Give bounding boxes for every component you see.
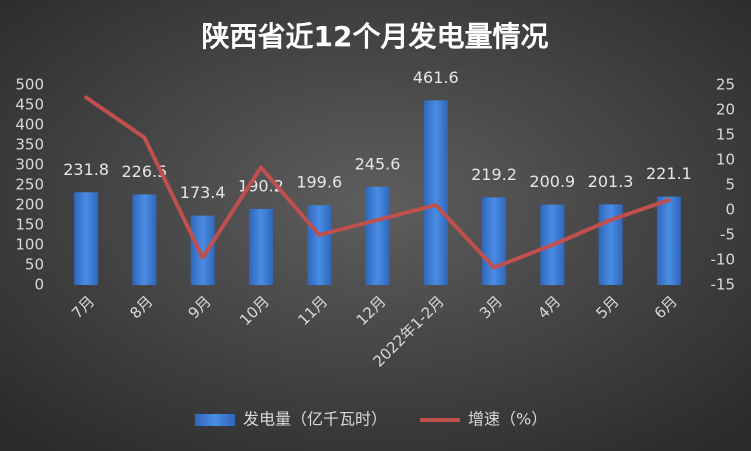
data-label: 231.8 [63, 160, 109, 179]
bar [482, 197, 507, 285]
legend-label: 发电量（亿千瓦时） [243, 410, 387, 429]
y-tick-label: 300 [15, 156, 44, 174]
bar [74, 192, 99, 285]
y-tick-label: 350 [15, 136, 44, 154]
y2-tick-label: -10 [711, 251, 736, 269]
bar [248, 208, 273, 285]
y-tick-label: 100 [15, 236, 44, 254]
chart-title: 陕西省近12个月发电量情况 [202, 20, 549, 53]
y2-tick-label: 10 [716, 151, 735, 169]
y-tick-label: 0 [34, 276, 44, 294]
bar [307, 205, 332, 285]
y-tick-label: 200 [15, 196, 44, 214]
bar [656, 196, 681, 285]
y-tick-label: 400 [15, 116, 44, 134]
data-label: 219.2 [471, 165, 517, 184]
data-label: 201.3 [588, 172, 634, 191]
y2-tick-label: 0 [725, 201, 735, 219]
y-tick-label: 150 [15, 216, 44, 234]
bar [132, 194, 157, 285]
y2-tick-label: 25 [716, 76, 735, 94]
y-tick-label: 250 [15, 176, 44, 194]
y2-tick-label: 5 [725, 176, 735, 194]
legend-label: 增速（%） [468, 410, 547, 429]
legend-swatch [195, 414, 235, 426]
data-label: 173.4 [180, 183, 226, 202]
data-label: 226.5 [122, 162, 168, 181]
data-label: 461.6 [413, 68, 459, 87]
y-tick-label: 500 [15, 76, 44, 94]
y-tick-label: 50 [25, 256, 44, 274]
y2-tick-label: 20 [716, 101, 735, 119]
y2-tick-label: 15 [716, 126, 735, 144]
y2-tick-label: -5 [720, 226, 735, 244]
data-label: 245.6 [355, 154, 401, 173]
bar [190, 215, 215, 285]
y2-tick-label: -15 [711, 276, 736, 294]
y-tick-label: 450 [15, 96, 44, 114]
line [84, 95, 671, 270]
data-label: 199.6 [296, 173, 342, 192]
data-label: 221.1 [646, 164, 692, 183]
data-label: 200.9 [529, 172, 575, 191]
bar [365, 186, 390, 285]
bar [423, 100, 448, 285]
